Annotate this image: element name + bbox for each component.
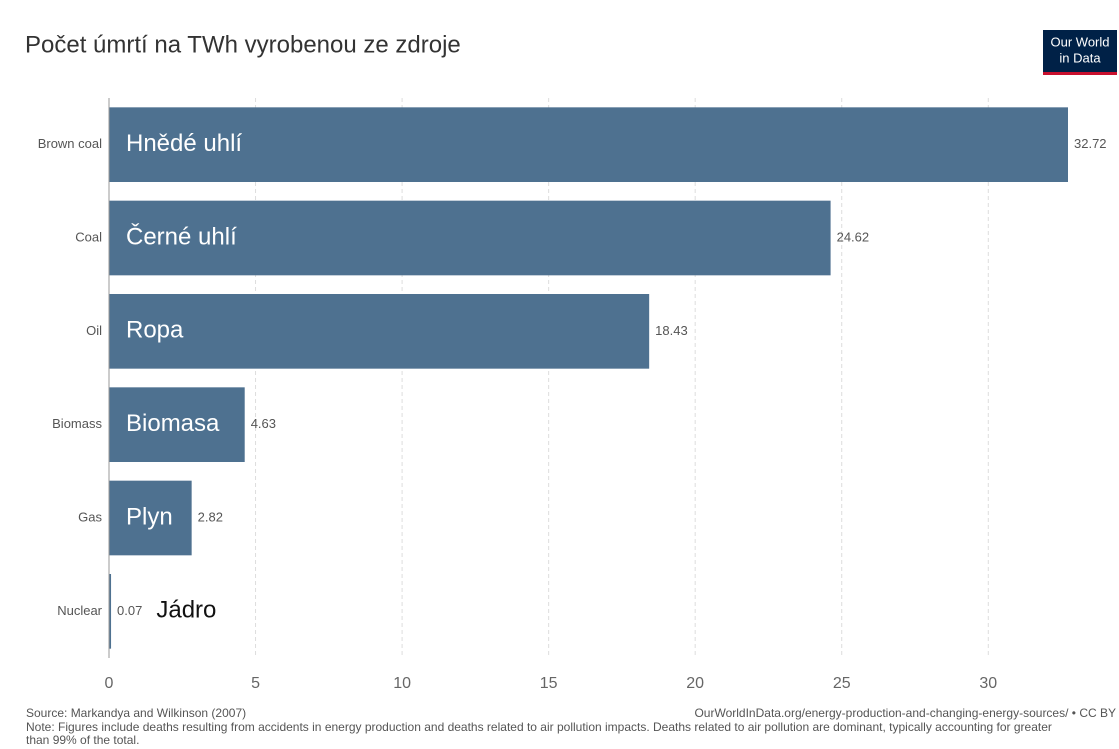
bar-label: Černé uhlí: [126, 222, 237, 250]
y-tick-label: Brown coal: [38, 136, 102, 151]
logo-box: [1043, 30, 1117, 72]
logo-text: in Data: [1059, 50, 1101, 65]
x-tick-label: 10: [393, 675, 411, 692]
y-tick-label: Nuclear: [57, 603, 102, 618]
bar: [109, 387, 245, 462]
bar-label: Ropa: [126, 317, 184, 344]
bar: [109, 574, 112, 649]
y-tick-label: Biomass: [52, 416, 102, 431]
value-label: 24.62: [837, 229, 870, 244]
bar: [109, 294, 650, 369]
bar-label: Jádro: [156, 597, 216, 624]
value-label: 32.72: [1074, 136, 1107, 151]
value-label: 18.43: [655, 323, 688, 338]
value-label: 2.82: [198, 509, 223, 524]
y-tick-label: Gas: [78, 509, 102, 524]
bar: [109, 200, 831, 276]
value-label: 4.63: [251, 416, 276, 431]
chart-title: Počet úmrtí na TWh vyrobenou ze zdroje: [25, 31, 461, 58]
y-tick-label: Coal: [75, 229, 102, 244]
bar-label: Plyn: [126, 503, 173, 530]
note: Note: Figures include deaths resulting f…: [26, 720, 1052, 747]
value-label: 0.07: [117, 603, 142, 618]
y-tick-label: Oil: [86, 323, 102, 338]
x-tick-label: 0: [105, 675, 114, 692]
x-tick-label: 30: [979, 675, 997, 692]
bar-label: Hnědé uhlí: [126, 130, 242, 157]
x-tick-label: 20: [686, 675, 704, 692]
x-tick-label: 15: [540, 675, 558, 692]
x-tick-label: 5: [251, 675, 260, 692]
source: Source: Markandya and Wilkinson (2007): [26, 706, 246, 720]
bar: [109, 480, 192, 556]
bar-label: Biomasa: [126, 410, 220, 437]
logo-underline: [1043, 72, 1117, 75]
bar: [109, 107, 1068, 182]
url: OurWorldInData.org/energy-production-and…: [694, 706, 1116, 720]
x-tick-label: 25: [833, 675, 851, 692]
logo-text: Our World: [1051, 34, 1110, 49]
